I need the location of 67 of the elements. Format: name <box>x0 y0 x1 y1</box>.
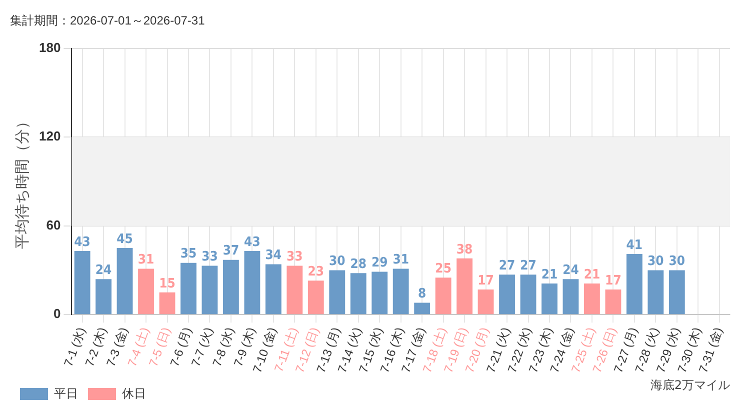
bar <box>244 251 260 314</box>
bar <box>520 274 536 314</box>
data-label: 28 <box>350 257 367 272</box>
data-label: 17 <box>605 273 622 288</box>
bar <box>478 289 494 314</box>
data-label: 29 <box>371 256 388 271</box>
bar <box>414 302 430 314</box>
data-label: 33 <box>286 250 303 265</box>
data-label: 30 <box>668 254 686 270</box>
bar <box>329 270 346 314</box>
data-label: 21 <box>541 267 558 282</box>
data-label: 35 <box>180 246 197 262</box>
bar <box>392 268 409 314</box>
bar <box>180 262 196 314</box>
data-label: 23 <box>308 264 324 280</box>
bar <box>138 268 154 314</box>
data-label: 37 <box>222 244 240 259</box>
data-label: 34 <box>265 248 282 264</box>
data-label: 27 <box>498 258 516 274</box>
bar <box>499 274 515 314</box>
data-label: 27 <box>520 258 536 274</box>
bar <box>648 270 664 314</box>
bar <box>202 266 218 314</box>
y-tick-label: 120 <box>38 128 61 144</box>
data-label: 25 <box>435 261 452 276</box>
bar <box>626 254 642 314</box>
bar <box>265 264 282 314</box>
data-label: 21 <box>584 267 600 282</box>
y-axis-title: 平均待ち時間（分） <box>14 114 32 249</box>
data-label: 38 <box>456 242 473 258</box>
legend-label: 平日 <box>54 386 78 400</box>
bar <box>222 260 239 314</box>
y-tick-label: 180 <box>38 40 61 55</box>
data-label: 24 <box>95 262 112 278</box>
data-label: 15 <box>159 276 176 292</box>
text: 海底2万マイル <box>650 377 730 394</box>
bar <box>562 279 579 314</box>
y-tick-label: 60 <box>46 217 61 232</box>
bar <box>542 284 558 314</box>
bar <box>350 273 366 314</box>
bar <box>372 272 388 314</box>
data-label: 31 <box>392 252 409 268</box>
bar <box>286 266 303 314</box>
data-label: 45 <box>116 232 133 247</box>
y-tick-label: 0 <box>53 306 61 322</box>
bar <box>668 270 685 314</box>
bar <box>116 248 133 314</box>
bar <box>159 292 176 314</box>
data-label: 30 <box>648 254 664 270</box>
data-label: 24 <box>562 262 579 278</box>
data-label: 43 <box>244 234 260 250</box>
data-label: 8 <box>418 286 426 302</box>
data-label: 43 <box>74 234 90 250</box>
data-label: 17 <box>478 273 494 288</box>
bar <box>308 280 324 314</box>
data-label: 41 <box>626 238 643 253</box>
bar <box>456 258 473 314</box>
data-label: 33 <box>202 250 218 265</box>
bar <box>605 289 622 314</box>
bar <box>74 251 90 314</box>
bar <box>584 284 600 314</box>
legend-label: 休日 <box>122 386 146 400</box>
data-label: 30 <box>328 254 346 270</box>
bar <box>96 279 112 314</box>
data-label: 31 <box>138 252 154 268</box>
bar <box>435 278 452 314</box>
chart-title: 集計期間：2026-07-01～2026-07-31 <box>10 14 206 28</box>
